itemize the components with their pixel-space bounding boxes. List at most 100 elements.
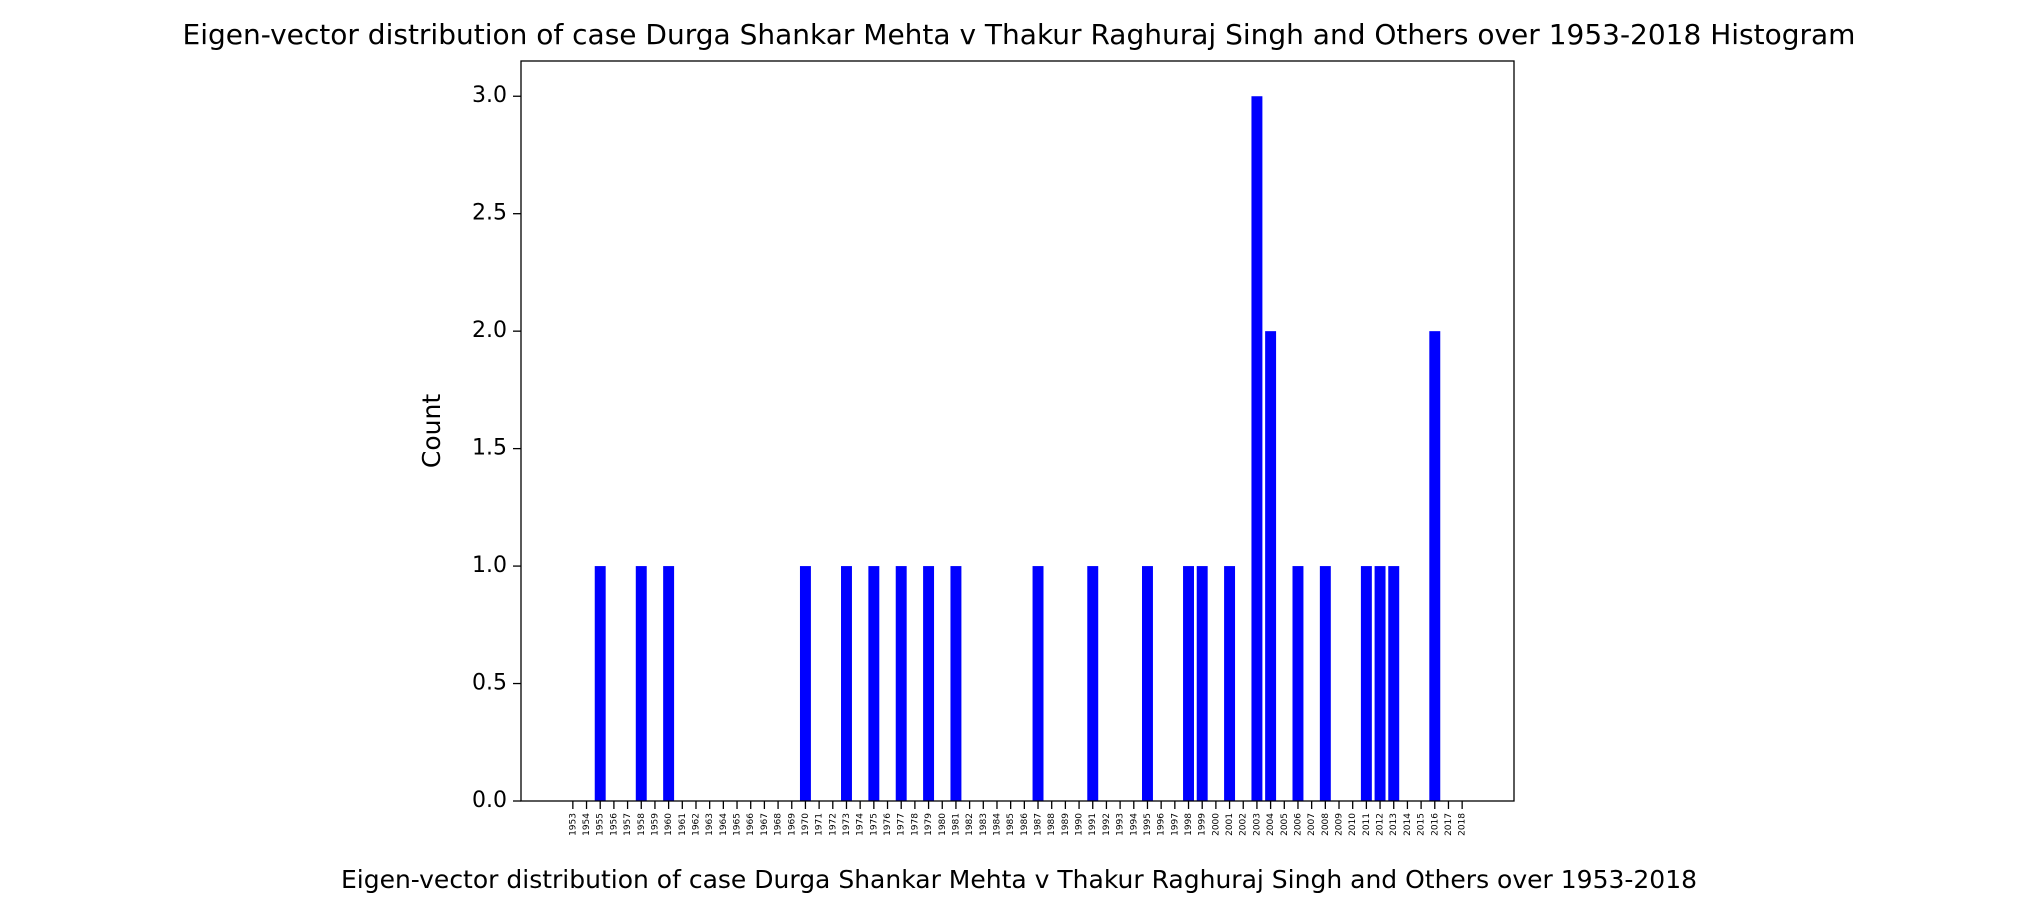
bar xyxy=(1319,566,1331,801)
x-tick-label: 1987 xyxy=(1034,813,1044,836)
x-tick-label: 1984 xyxy=(992,813,1002,836)
bar xyxy=(841,566,852,801)
bar xyxy=(635,566,647,801)
x-tick-label: 1960 xyxy=(664,813,674,836)
bar xyxy=(799,566,811,801)
x-tick-label: 1959 xyxy=(650,813,660,836)
x-tick-label: 1963 xyxy=(705,813,715,836)
bar xyxy=(1265,331,1277,801)
x-tick-label: 1994 xyxy=(1129,813,1139,836)
x-tick-label: 2015 xyxy=(1417,813,1427,836)
x-tick-label: 1992 xyxy=(1102,813,1112,836)
x-tick-label: 2002 xyxy=(1239,813,1249,836)
bar xyxy=(1429,331,1441,801)
x-tick-label: 2010 xyxy=(1348,813,1358,836)
bar xyxy=(1388,566,1400,801)
x-tick-label: 1985 xyxy=(1006,813,1016,836)
x-tick-label: 1970 xyxy=(801,813,811,836)
x-tick-label: 1990 xyxy=(1075,813,1085,836)
x-tick-label: 2009 xyxy=(1335,813,1345,836)
x-tick-label: 1971 xyxy=(815,813,825,836)
x-tick-label: 2008 xyxy=(1321,813,1331,836)
x-tick-label: 1961 xyxy=(678,813,688,836)
x-tick-label: 1972 xyxy=(828,813,838,836)
y-tick-label: 3.0 xyxy=(472,83,507,108)
x-tick-label: 1953 xyxy=(568,813,578,836)
bar xyxy=(895,566,907,801)
x-tick-label: 1958 xyxy=(637,813,647,836)
x-tick-label: 1978 xyxy=(910,813,920,836)
x-tick-label: 1968 xyxy=(774,813,784,836)
bar xyxy=(868,566,880,801)
x-tick-label: 1966 xyxy=(746,813,756,836)
y-tick-label: 1.0 xyxy=(472,553,507,578)
x-tick-label: 2013 xyxy=(1389,813,1399,836)
x-tick-label: 1991 xyxy=(1088,813,1098,836)
x-tick-label: 2011 xyxy=(1362,813,1372,836)
x-tick-label: 1977 xyxy=(897,813,907,836)
x-tick-label: 2003 xyxy=(1252,813,1262,836)
bar xyxy=(1032,566,1044,801)
x-tick-label: 1993 xyxy=(1116,813,1126,836)
bar xyxy=(594,566,606,801)
y-tick-label: 2.5 xyxy=(472,201,507,226)
x-tick-label: 1998 xyxy=(1184,813,1194,836)
bar xyxy=(1087,566,1099,801)
x-tick-label: 2016 xyxy=(1430,813,1440,836)
x-tick-label: 1962 xyxy=(691,813,701,836)
y-tick-label: 1.5 xyxy=(472,436,507,461)
bar xyxy=(663,566,675,801)
x-tick-label: 2007 xyxy=(1307,813,1317,836)
y-tick-label: 0.0 xyxy=(472,788,507,813)
x-tick-label: 1976 xyxy=(883,813,893,836)
x-tick-label: 1997 xyxy=(1170,813,1180,836)
x-tick-label: 1981 xyxy=(951,813,961,836)
x-tick-label: 1974 xyxy=(856,813,866,836)
x-tick-label: 1969 xyxy=(787,813,797,836)
bar xyxy=(1292,566,1304,801)
x-tick-label: 2018 xyxy=(1458,813,1468,836)
x-tick-label: 2014 xyxy=(1403,813,1413,836)
x-axis-label: Eigen-vector distribution of case Durga … xyxy=(341,865,1697,894)
bar xyxy=(1183,566,1194,801)
bar xyxy=(950,566,962,801)
x-tick-label: 1957 xyxy=(623,813,633,836)
x-tick-label: 2012 xyxy=(1376,813,1386,836)
x-tick-label: 2017 xyxy=(1444,813,1454,836)
x-tick-label: 1955 xyxy=(596,813,606,836)
x-tick-label: 1986 xyxy=(1020,813,1030,836)
y-tick-label: 0.5 xyxy=(472,671,507,696)
x-tick-label: 1956 xyxy=(609,813,619,836)
x-tick-label: 1965 xyxy=(733,813,743,836)
x-tick-label: 1982 xyxy=(965,813,975,836)
x-tick-label: 2000 xyxy=(1211,813,1221,836)
bar xyxy=(1196,566,1208,801)
y-tick-label: 2.0 xyxy=(472,318,507,343)
bar xyxy=(923,566,935,801)
x-tick-label: 2005 xyxy=(1280,813,1290,836)
x-tick-label: 1999 xyxy=(1198,813,1208,836)
bar xyxy=(1142,566,1153,801)
bar xyxy=(1374,566,1386,801)
y-axis-label: Count xyxy=(417,394,446,468)
x-tick-label: 1973 xyxy=(842,813,852,836)
x-tick-label: 2004 xyxy=(1266,813,1276,836)
x-tick-label: 1975 xyxy=(869,813,879,836)
x-tick-label: 1995 xyxy=(1143,813,1153,836)
bar xyxy=(1360,566,1372,801)
bar xyxy=(1224,566,1236,801)
plot-frame xyxy=(520,60,1515,802)
x-tick-label: 1988 xyxy=(1047,813,1057,836)
x-tick-label: 2006 xyxy=(1293,813,1303,836)
chart-title: Eigen-vector distribution of case Durga … xyxy=(183,18,1856,51)
x-tick-label: 2001 xyxy=(1225,813,1235,836)
x-tick-label: 1967 xyxy=(760,813,770,836)
x-tick-label: 1964 xyxy=(719,813,729,836)
x-tick-label: 1980 xyxy=(938,813,948,836)
x-tick-label: 1983 xyxy=(979,813,989,836)
x-tick-label: 1989 xyxy=(1061,813,1071,836)
x-tick-label: 1979 xyxy=(924,813,934,836)
x-tick-label: 1996 xyxy=(1157,813,1167,836)
bar xyxy=(1251,96,1263,801)
